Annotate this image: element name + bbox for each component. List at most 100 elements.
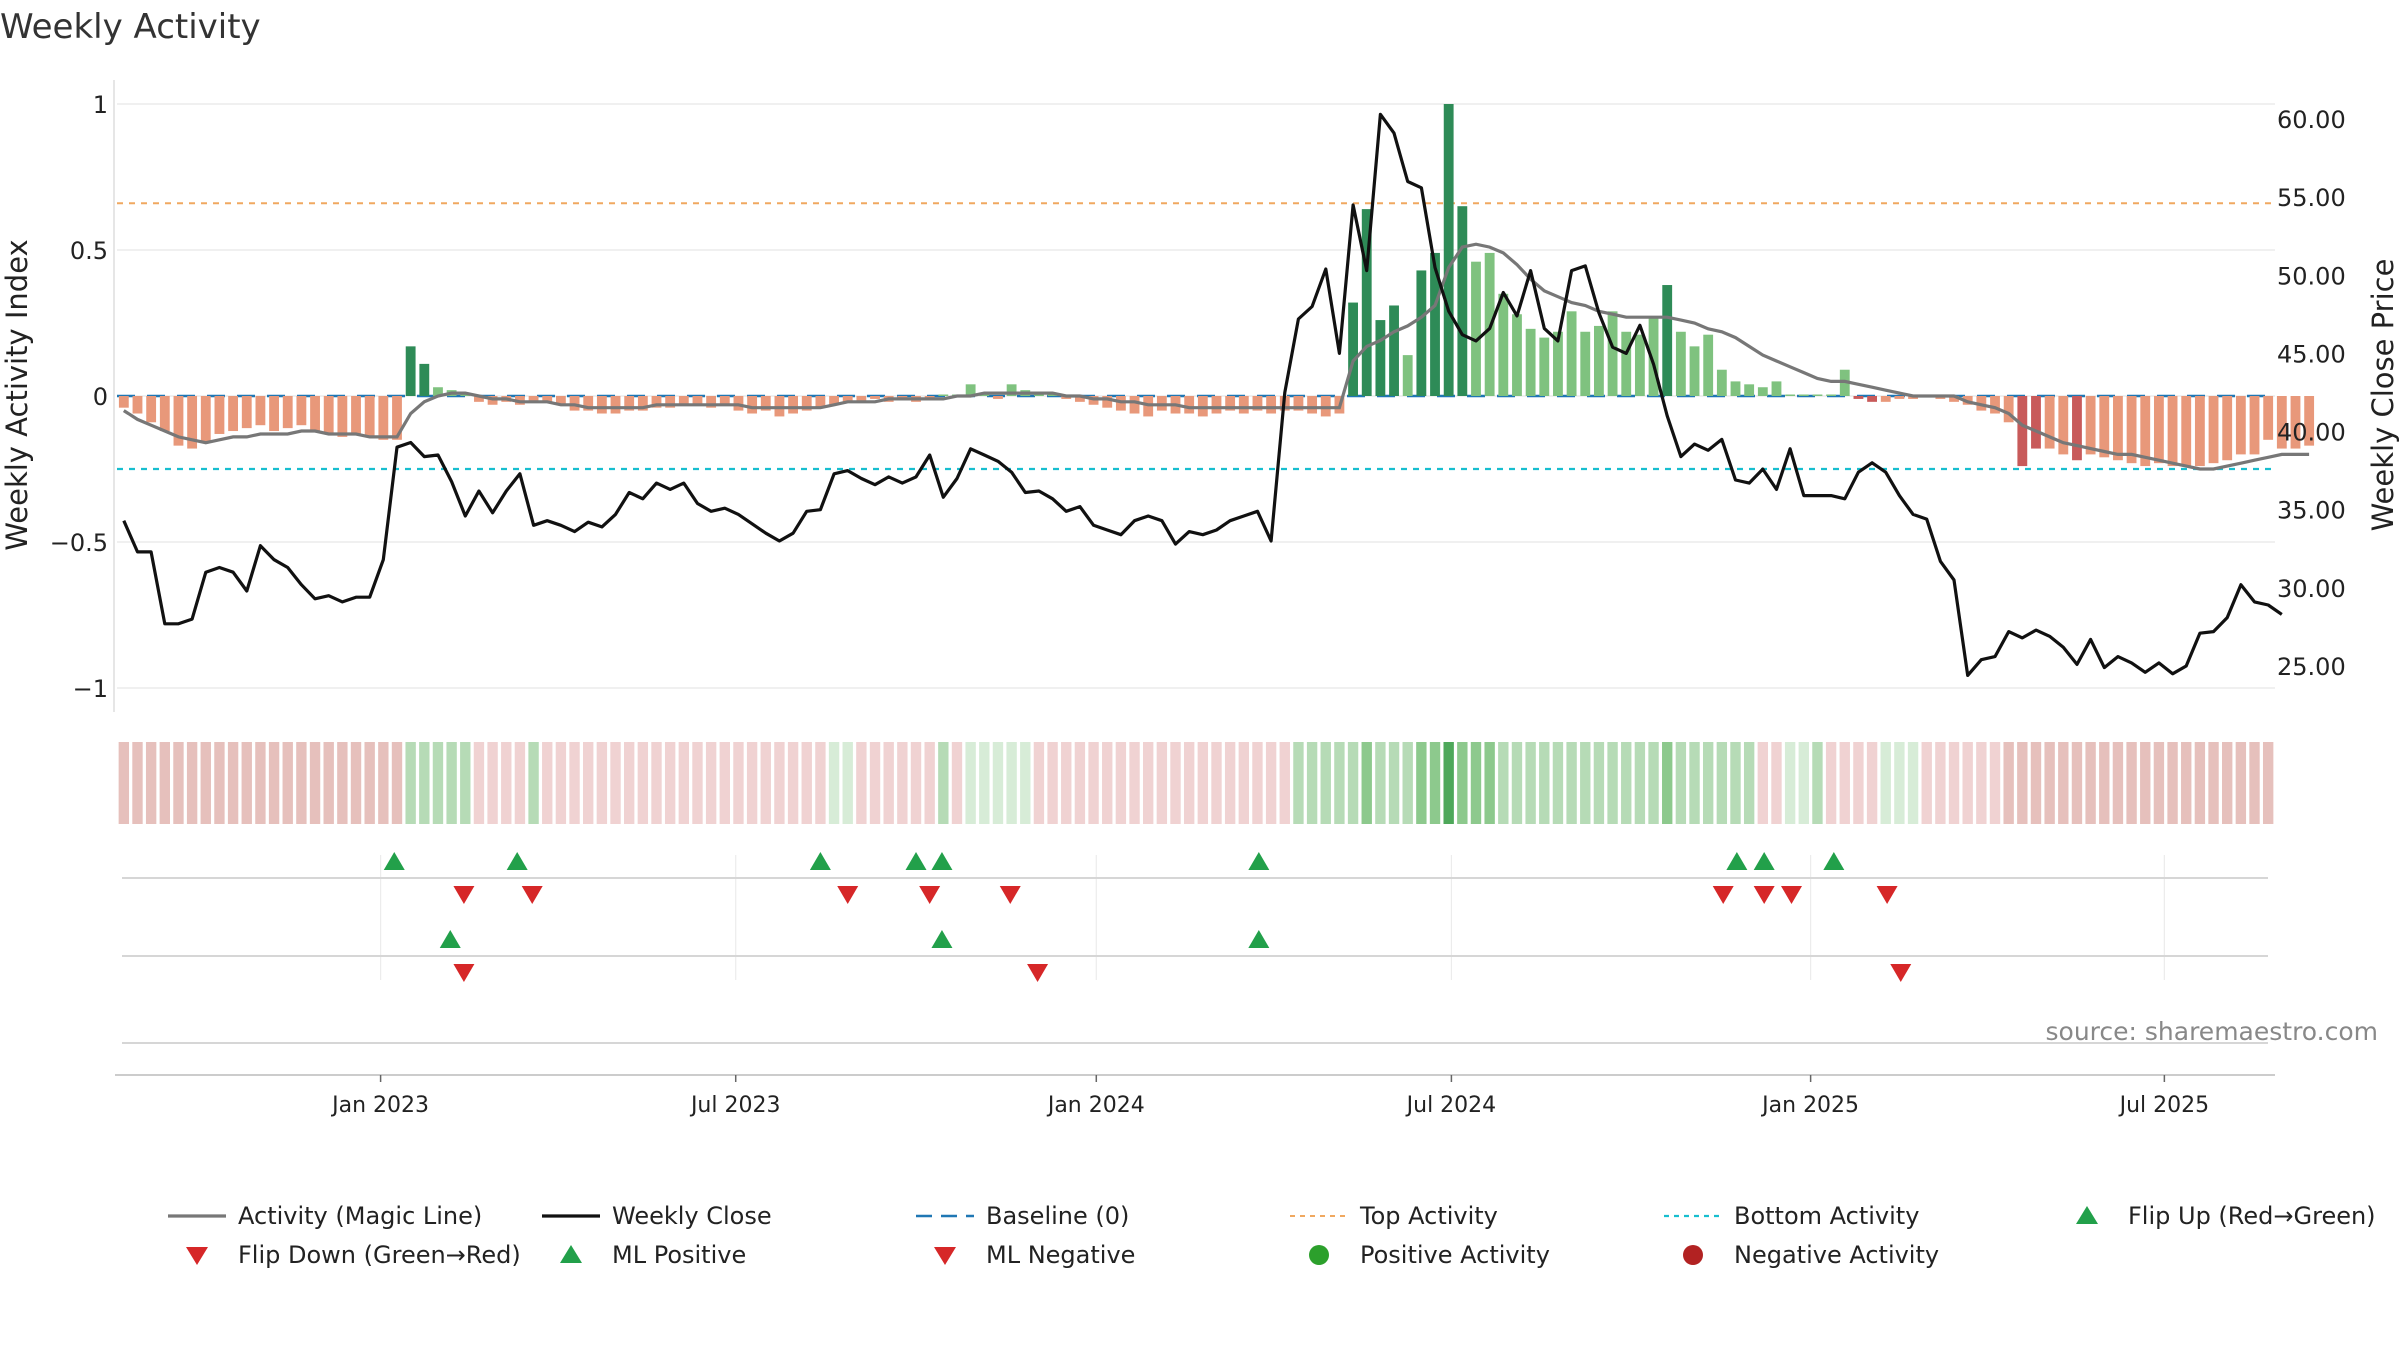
activity-bar [351, 396, 361, 434]
legend-item-posact: Positive Activity [1309, 1241, 1550, 1269]
status-cell [1183, 742, 1195, 824]
activity-bar [1361, 209, 1372, 396]
activity-bar [1006, 384, 1017, 396]
activity-bar [2017, 396, 2028, 467]
activity-bar [2140, 396, 2151, 467]
flip-down-marker [1712, 886, 1734, 904]
flip-down-marker [1780, 886, 1802, 904]
status-cell [227, 742, 239, 824]
activity-bar [433, 387, 443, 396]
activity-bar [1266, 396, 1277, 414]
activity-bar [1771, 381, 1782, 396]
flip-up-marker [809, 852, 831, 870]
status-cell [1293, 742, 1304, 824]
status-cell [979, 742, 990, 824]
status-cell [1088, 742, 1099, 824]
status-cell [1388, 742, 1400, 824]
status-cell [1347, 742, 1359, 824]
legend-symbol-flipup [2076, 1206, 2098, 1224]
right-tick-label: 25.00 [2277, 653, 2346, 681]
status-cell [1443, 742, 1454, 824]
activity-bar [528, 396, 539, 402]
activity-bars [118, 104, 2315, 467]
activity-bar [228, 396, 239, 432]
activity-bar [474, 396, 484, 402]
right-tick-label: 30.00 [2277, 575, 2346, 603]
status-cell [282, 742, 293, 824]
legend-label: Flip Up (Red→Green) [2128, 1202, 2376, 1230]
status-cell [1716, 742, 1728, 824]
activity-bar [1880, 396, 1891, 402]
status-cell [1730, 742, 1741, 824]
magic-line [122, 242, 2310, 471]
status-cell [2222, 742, 2233, 824]
status-cell [1498, 742, 1509, 824]
activity-bar [1402, 355, 1413, 396]
activity-bar [651, 396, 662, 408]
x-tick-label: Jan 2025 [1760, 1093, 1859, 1118]
status-cell [1662, 742, 1673, 824]
flip-up-marker [506, 852, 528, 870]
status-cell [842, 742, 853, 824]
activity-bar [2290, 396, 2301, 449]
status-cell [1634, 742, 1646, 824]
status-cell [1894, 742, 1905, 824]
status-cell [1771, 742, 1782, 824]
activity-bar [856, 396, 867, 402]
flip-down-marker [1753, 886, 1775, 904]
status-cell [637, 742, 649, 824]
activity-bar [1744, 384, 1755, 396]
status-cell [664, 742, 676, 824]
status-cell [692, 742, 703, 824]
legend-label: Activity (Magic Line) [238, 1202, 482, 1230]
status-cell [719, 742, 730, 824]
activity-bar [1594, 325, 1604, 396]
left-tick-label: 0 [93, 383, 108, 411]
status-cell [1402, 742, 1413, 824]
activity-bar [2153, 396, 2164, 464]
activity-bar [2181, 396, 2192, 467]
legend-label: Top Activity [1359, 1202, 1498, 1230]
x-tick-label: Jan 2024 [1046, 1093, 1145, 1118]
status-cell [705, 742, 717, 824]
status-cell [1812, 742, 1823, 824]
status-cell [801, 742, 812, 824]
status-cell [255, 742, 266, 824]
legend-item-baseline: Baseline (0) [916, 1202, 1129, 1230]
ml-positive-marker [439, 930, 461, 948]
status-cell [1252, 742, 1263, 824]
activity-bar [1238, 396, 1249, 414]
activity-bar [2263, 396, 2274, 440]
flip-down-marker [521, 886, 543, 904]
activity-bar [1525, 328, 1536, 396]
status-cell [746, 742, 758, 824]
status-cell [1798, 742, 1809, 824]
activity-bar [938, 394, 949, 396]
right-tick-label: 35.00 [2277, 497, 2346, 525]
activity-bar [173, 396, 184, 446]
status-cell [992, 742, 1004, 824]
activity-bar [1498, 293, 1509, 396]
right-axis-label: Weekly Close Price [2366, 259, 2400, 532]
activity-bar [1074, 396, 1085, 402]
status-cell [1675, 742, 1687, 824]
activity-bar [815, 396, 826, 408]
left-tick-label: −1 [73, 675, 108, 703]
activity-bar [337, 396, 348, 437]
status-cell [938, 742, 949, 824]
flip-down-marker [1876, 886, 1898, 904]
activity-bar [146, 396, 157, 423]
activity-bar [706, 396, 717, 408]
status-cell [1825, 742, 1837, 824]
activity-bar [2222, 396, 2233, 461]
status-cell [1457, 742, 1468, 824]
status-cell [323, 742, 334, 824]
status-cell [787, 742, 799, 824]
left-tick-label: 1 [93, 91, 108, 119]
status-cell [1265, 742, 1277, 824]
status-cell [897, 742, 908, 824]
activity-bar [1675, 331, 1686, 396]
activity-bar [1689, 346, 1700, 396]
status-cell [132, 742, 143, 824]
right-tick-label: 40.00 [2277, 419, 2346, 447]
